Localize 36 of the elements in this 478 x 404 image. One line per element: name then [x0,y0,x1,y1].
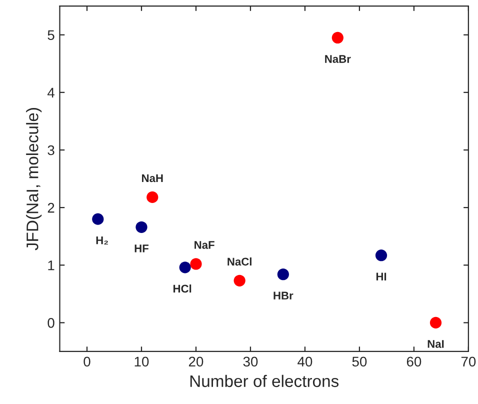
y-tick-label: 5 [48,30,54,40]
annotation: NaH [142,174,163,182]
point [146,191,158,204]
point [277,268,289,280]
point [332,32,344,44]
annotation: HCl [173,284,192,293]
point [190,258,202,270]
x-tick-label: 60 [406,356,422,367]
y-tick-label: 3 [48,145,54,156]
x-tick-label: 40 [298,356,312,367]
annotation: NaBr [325,55,351,63]
x-tick-label: 70 [461,356,476,367]
y-tick-label: 2 [48,202,54,213]
annotation: H₂ [96,236,108,245]
point [234,274,246,286]
x-tick-label: 0 [84,356,90,367]
point [92,213,104,225]
annotation: HI [376,272,386,280]
x-tick-label: 30 [243,356,258,367]
point [430,316,442,329]
y-tick-label: 4 [47,88,54,98]
annotation: NaF [194,241,214,249]
y-tick-label: 0 [48,318,54,328]
point [136,221,148,233]
x-axis-title: Number of electrons [190,374,339,388]
point [375,250,388,262]
annotation: NaCl [228,257,252,266]
annotation: HBr [274,292,294,300]
annotation: NaI [428,340,444,348]
x-tick-label: 20 [188,356,204,367]
point [179,262,191,274]
y-axis-title: JFD(NaI, molecule) [26,108,42,250]
x-tick-label: 10 [134,356,149,367]
annotation: HF [134,244,148,252]
x-tick-label: 50 [352,356,367,367]
y-tick-label: 1 [48,260,54,270]
